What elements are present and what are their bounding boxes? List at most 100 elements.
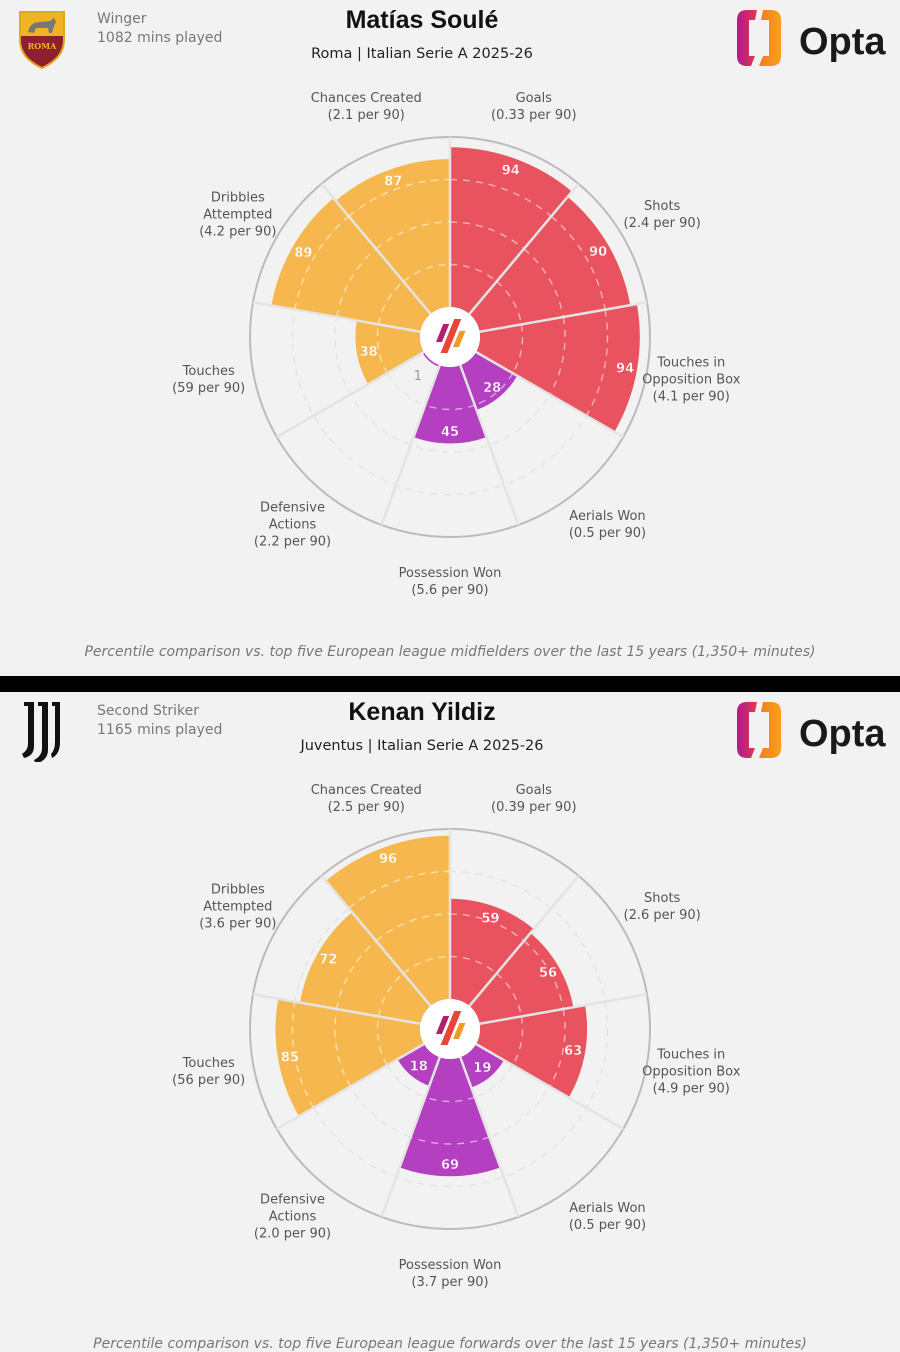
category-label-line: Dribbles bbox=[210, 190, 265, 205]
spoke bbox=[475, 1042, 624, 1131]
bar-grid-ring bbox=[376, 1016, 388, 1066]
bar-shots bbox=[469, 933, 574, 1024]
player-subtitle: Juventus | Italian Serie A 2025-26 bbox=[300, 738, 544, 754]
category-label-line: (0.5 per 90) bbox=[568, 525, 647, 541]
bar-grid-ring bbox=[336, 248, 377, 318]
category-label: Possession Won (3.7 per 90) bbox=[399, 1257, 502, 1291]
category-label-line: (56 per 90) bbox=[172, 1072, 246, 1088]
spoke bbox=[468, 182, 580, 315]
category-label-line: Attempted bbox=[203, 899, 273, 914]
value-label: 94 bbox=[502, 163, 520, 178]
category-label: Shots (2.6 per 90) bbox=[624, 890, 701, 924]
polar-chart-2: 59 56 63 19 69 18 85 72 96 bbox=[249, 828, 651, 1230]
value-label: 89 bbox=[294, 246, 312, 261]
category-label-line: (0.33 per 90) bbox=[491, 107, 577, 123]
category-label-line: Chances Created bbox=[310, 90, 422, 106]
category-label-line: Aerials Won bbox=[569, 508, 646, 524]
svg-text:Opta: Opta bbox=[799, 21, 886, 63]
divider bbox=[0, 676, 900, 692]
category-label-line: Opposition Box bbox=[642, 372, 741, 388]
bar-chances-created bbox=[335, 159, 450, 315]
category-label: Defensive Actions (2.2 per 90) bbox=[254, 499, 331, 550]
bar-grid-ring bbox=[449, 221, 525, 250]
value-label: 96 bbox=[379, 852, 397, 867]
category-label: Touches (59 per 90) bbox=[172, 363, 245, 397]
bar-grid-ring bbox=[375, 221, 451, 250]
player-name: Matías Soulé bbox=[345, 6, 499, 34]
spoke bbox=[320, 182, 432, 315]
value-label: 56 bbox=[539, 966, 557, 981]
value-label: 72 bbox=[319, 952, 337, 967]
juventus-crest-icon bbox=[22, 702, 60, 762]
category-label-line: (2.4 per 90) bbox=[623, 215, 701, 231]
category-label-line: Touches in bbox=[657, 355, 726, 371]
category-label-line: Chances Created bbox=[310, 782, 422, 798]
category-label-line: Actions bbox=[268, 517, 317, 533]
category-label: Chances Created (2.1 per 90) bbox=[311, 90, 422, 124]
opta-logo: Opta bbox=[737, 10, 886, 66]
spoke bbox=[320, 874, 432, 1007]
value-label: 90 bbox=[589, 245, 607, 260]
value-label: 18 bbox=[410, 1060, 428, 1075]
bar-grid-ring bbox=[291, 1001, 315, 1109]
category-label: Touches in Opposition Box (4.9 per 90) bbox=[642, 1046, 740, 1097]
bar-aerials-won bbox=[460, 352, 518, 410]
category-label: Dribbles Attempted (4.2 per 90) bbox=[199, 189, 276, 240]
category-label-line: Aerials Won bbox=[569, 1200, 646, 1216]
spoke bbox=[459, 1056, 520, 1218]
spoke bbox=[479, 301, 648, 334]
category-label-line: (3.6 per 90) bbox=[199, 916, 277, 931]
category-label: Possession Won (5.6 per 90) bbox=[399, 565, 502, 599]
bar-grid-ring bbox=[585, 309, 609, 417]
bar-grid-ring bbox=[550, 215, 606, 310]
category-label-line: (0.39 per 90) bbox=[491, 799, 577, 815]
bar-grid-ring bbox=[449, 263, 498, 282]
category-label: Touches (56 per 90) bbox=[172, 1055, 245, 1089]
value-label: 87 bbox=[384, 175, 402, 190]
polar-chart-1: 94 90 94 28 45 1 38 89 87 bbox=[249, 136, 651, 538]
category-label-line: (4.2 per 90) bbox=[199, 224, 277, 239]
bar-grid-ring bbox=[336, 940, 377, 1010]
spoke bbox=[479, 993, 648, 1026]
bar-touches-in-opposition-box bbox=[475, 1005, 588, 1098]
bar-grid-ring bbox=[496, 972, 523, 1017]
category-label-line: (2.0 per 90) bbox=[253, 1226, 332, 1242]
bar-grid-ring bbox=[548, 1008, 566, 1087]
roma-crest-icon: ROMA bbox=[19, 11, 65, 70]
bar-grid-ring bbox=[402, 263, 451, 282]
category-label-line: Touches in bbox=[657, 1047, 726, 1063]
spoke bbox=[459, 364, 520, 526]
spoke bbox=[252, 301, 421, 334]
value-label: 85 bbox=[281, 1051, 299, 1066]
bar-grid-ring bbox=[512, 1016, 524, 1066]
player-name: Kenan Yildiz bbox=[348, 698, 496, 726]
category-label-line: Shots bbox=[644, 198, 681, 214]
bar-grid-ring bbox=[402, 955, 451, 974]
bar-grid-ring bbox=[523, 940, 564, 1010]
player-position: Second Striker bbox=[97, 703, 199, 719]
minutes-played: 1082 mins played bbox=[97, 30, 223, 46]
category-label: Dribbles Attempted (3.6 per 90) bbox=[199, 881, 276, 932]
center-logo-icon bbox=[435, 319, 466, 353]
bar-grid-ring bbox=[449, 913, 525, 942]
spoke bbox=[475, 350, 624, 439]
category-label-line: Opposition Box bbox=[642, 1064, 741, 1080]
value-label: 28 bbox=[483, 381, 501, 396]
bar-grid-ring bbox=[512, 324, 524, 374]
bar-touches bbox=[355, 320, 425, 385]
category-label-line: Goals bbox=[515, 90, 552, 106]
category-label-line: (2.6 per 90) bbox=[623, 907, 701, 923]
category-label-line: Possession Won bbox=[398, 566, 502, 581]
value-label: 69 bbox=[441, 1158, 459, 1173]
category-label-line: Defensive bbox=[260, 1192, 325, 1208]
category-label: Goals (0.39 per 90) bbox=[491, 782, 577, 816]
bar-grid-ring bbox=[474, 372, 514, 406]
minutes-played: 1165 mins played bbox=[97, 722, 223, 738]
opta-logo: Opta bbox=[737, 702, 886, 758]
bar-grid-ring bbox=[424, 1096, 476, 1103]
value-label: 19 bbox=[473, 1061, 491, 1076]
category-label-line: (59 per 90) bbox=[172, 380, 246, 396]
bar-grid-ring bbox=[294, 215, 350, 310]
value-label: 38 bbox=[360, 345, 378, 360]
category-label-line: (3.7 per 90) bbox=[411, 1275, 489, 1290]
